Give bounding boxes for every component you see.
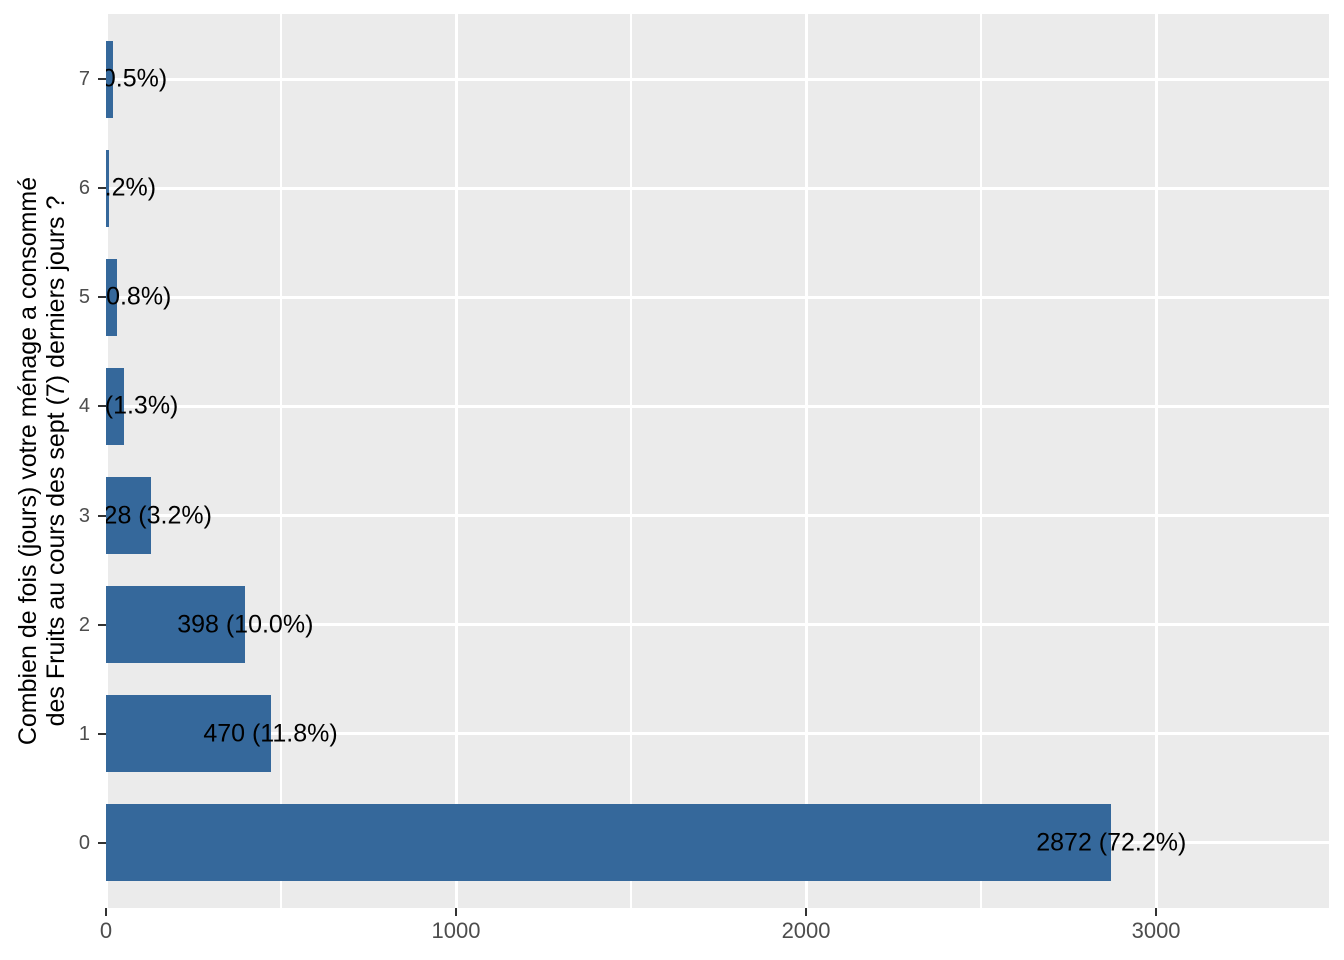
y-tick-label-0: 0 [78, 831, 90, 854]
y-tick-mark-5 [98, 296, 106, 299]
minor-gridline-x-2500 [980, 14, 983, 908]
major-gridline-y-1 [106, 732, 1329, 736]
y-axis-title: Combien de fois (jours) votre ménage a c… [14, 177, 70, 745]
bar-label-category-5: 32 (0.8%) [106, 282, 172, 311]
minor-gridline-x-500 [280, 14, 282, 908]
major-gridline-x-0 [106, 14, 108, 908]
y-tick-mark-3 [98, 514, 106, 517]
y-axis-title-line-2: des Fruits au cours des sept (7) dernier… [42, 195, 70, 727]
y-tick-label-3: 3 [78, 504, 90, 527]
x-tick-label-3000: 3000 [1131, 918, 1181, 943]
x-tick-mark-0 [105, 908, 107, 916]
bar-label-category-2: 398 (10.0%) [177, 610, 314, 639]
bar-category-4 [106, 368, 125, 445]
major-gridline-y-7 [106, 77, 1329, 81]
y-tick-mark-0 [98, 841, 106, 844]
y-tick-label-1: 1 [78, 722, 90, 745]
minor-gridline-x-1500 [630, 14, 633, 908]
y-tick-mark-2 [98, 623, 106, 626]
y-tick-mark-7 [98, 78, 106, 81]
y-tick-label-2: 2 [78, 613, 90, 636]
bar-label-category-6: 8 (0.2%) [106, 173, 157, 202]
y-tick-mark-1 [98, 732, 106, 735]
major-gridline-y-5 [106, 295, 1329, 299]
x-tick-label-1000: 1000 [431, 918, 481, 943]
x-tick-label-0: 0 [99, 918, 113, 943]
y-tick-mark-4 [98, 405, 106, 408]
y-tick-label-6: 6 [78, 177, 90, 200]
x-tick-mark-2000 [805, 908, 808, 916]
bar-label-category-1: 470 (11.8%) [203, 719, 338, 748]
bar-label-category-4: 52 (1.3%) [106, 391, 179, 420]
bar-category-7 [106, 41, 113, 118]
bar-label-category-7: 20 (0.5%) [106, 64, 168, 93]
major-gridline-y-6 [106, 186, 1329, 190]
major-gridline-x-3000 [1154, 14, 1158, 908]
y-tick-mark-6 [98, 187, 106, 190]
plot-panel: 2872 (72.2%) 470 (11.8%) 398 (10.0%) 128 (3… [106, 14, 1329, 908]
x-tick-label-2000: 2000 [781, 918, 831, 943]
bar-category-1 [106, 695, 271, 772]
major-gridline-y-2 [106, 623, 1329, 627]
y-tick-label-7: 7 [78, 68, 90, 91]
x-tick-mark-3000 [1155, 908, 1158, 916]
y-axis-title-line-1: Combien de fois (jours) votre ménage a c… [14, 176, 42, 746]
x-tick-mark-1000 [455, 908, 458, 916]
bar-category-0 [106, 804, 1112, 881]
major-gridline-y-4 [106, 404, 1329, 408]
major-gridline-y-3 [106, 514, 1329, 517]
y-tick-label-5: 5 [78, 286, 90, 309]
bar-category-5 [106, 259, 118, 336]
y-tick-label-4: 4 [78, 395, 90, 418]
bar-label-category-0: 2872 (72.2%) [1036, 828, 1187, 857]
major-gridline-x-1000 [454, 14, 458, 908]
bar-label-category-3: 128 (3.2%) [106, 501, 212, 529]
bar-category-3 [106, 477, 151, 554]
major-gridline-x-2000 [804, 14, 808, 908]
bar-category-6 [106, 150, 109, 227]
bar-category-2 [106, 586, 246, 663]
